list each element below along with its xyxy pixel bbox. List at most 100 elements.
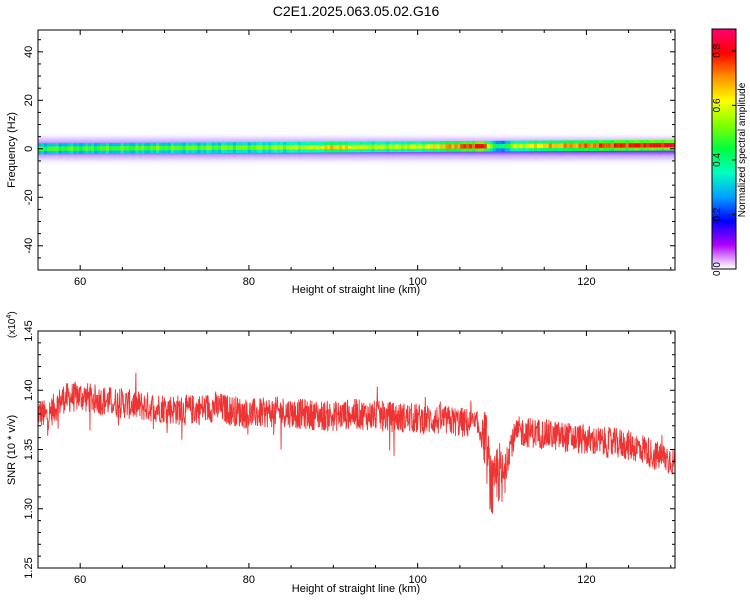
spectrogram-cell [244, 145, 249, 150]
spectrogram-cell [61, 146, 66, 151]
spectrogram-cell [91, 146, 95, 151]
spectrogram-cell [94, 146, 98, 151]
spectrogram-cell [159, 145, 163, 151]
spectrogram-cell [200, 145, 204, 151]
snr-y-ticks: 1.25 1.30 1.35 1.40 1.45 [23, 320, 675, 579]
spectrogram-cell [486, 144, 491, 149]
y-tick-label: 1.45 [23, 320, 35, 341]
spectrogram-cell [480, 144, 485, 149]
spectrogram-cell [283, 145, 287, 150]
spectrogram-cell [129, 146, 133, 151]
spectrogram-cell [132, 146, 136, 151]
spectrogram-cell [277, 145, 281, 150]
spectrogram-cell [537, 143, 541, 149]
spectrogram-cell [102, 146, 107, 151]
spectrogram-cell [652, 143, 656, 148]
spectrogram-cell [383, 144, 387, 149]
spectrogram-cell [286, 145, 290, 150]
spectrogram-cell [395, 144, 399, 149]
spectrogram-cell [138, 146, 142, 151]
spectrogram-cell [79, 146, 83, 151]
spectrogram-cell [528, 143, 532, 149]
colorbar-tick-label: 0.4 [712, 153, 723, 167]
spectrogram-cell [123, 146, 128, 151]
spectrogram-cell [386, 144, 390, 149]
spectrogram-cell [262, 145, 266, 150]
snr-series-line [38, 372, 675, 514]
spectrogram-cell [377, 144, 382, 150]
spectrogram-cell [631, 143, 636, 148]
spectrogram-cell [649, 143, 653, 148]
spectrogram-cell [300, 145, 305, 150]
spectrogram-cell [581, 143, 585, 148]
spectrogram-cell [575, 143, 579, 148]
spectrogram-cell [604, 143, 609, 148]
spectrogram-cell [398, 144, 402, 149]
spectrogram-cell [185, 145, 190, 151]
spectrogram-cell [318, 145, 322, 150]
spectrogram-cell [569, 143, 573, 148]
colorbar-tick-label: 0.8 [712, 43, 723, 57]
spectrogram-cell [554, 143, 559, 149]
spectrogram-cell [477, 144, 482, 149]
spectrogram-cell [643, 143, 647, 148]
spectrogram-cell [176, 145, 181, 151]
snr-x-ticks: 60 80 100 120 [37, 331, 672, 586]
spectrogram-cell [67, 146, 71, 151]
spectrogram-cell [380, 144, 384, 150]
spectrogram-cell [599, 143, 603, 148]
spectrogram-cell [590, 143, 594, 148]
spectrogram-cell [289, 145, 293, 150]
spectrogram-cell [353, 144, 358, 150]
spectrogram-cell [557, 143, 562, 149]
y-tick-label: 1.35 [23, 439, 35, 460]
snr-y-axis-label: SNR (10 * v/v) [6, 415, 18, 485]
spectrogram-frame [37, 29, 676, 271]
spectrogram-cell [105, 146, 110, 151]
spectrogram-cell [510, 143, 514, 149]
spectrogram-cell [97, 146, 101, 151]
y-tick-label: 40 [23, 46, 35, 58]
spectrogram-cell [49, 146, 54, 151]
colorbar-frame [711, 28, 737, 270]
spectrogram-cell [229, 145, 234, 150]
spectrogram-cell [212, 145, 216, 150]
spectrogram-cell [401, 144, 405, 149]
spectrogram-cell [584, 143, 588, 148]
spectrogram-cell [294, 145, 299, 150]
spectrogram-cell [336, 144, 340, 150]
spectrogram-cell [256, 145, 260, 150]
spectrogram-cell [55, 146, 60, 151]
y-tick-label: 1.30 [23, 498, 35, 519]
spectrogram-cell [64, 146, 69, 151]
spectrogram-cell [454, 144, 458, 149]
spectrogram-cell [472, 144, 476, 149]
spectrogram-cell [120, 146, 125, 151]
colorbar: 0.0 0.2 0.4 0.6 0.8 Normalized spectral ampl… [711, 28, 748, 276]
spectrogram-cell [365, 144, 370, 150]
y-tick-label: 1.25 [23, 557, 35, 578]
spectrogram-cell [224, 145, 228, 150]
spectrogram-cell [646, 143, 650, 148]
spectrogram-cell [368, 144, 373, 150]
spectrogram-cell [135, 146, 139, 151]
spectrogram-cell [235, 145, 240, 150]
spectrogram-cell [587, 143, 591, 148]
spectrogram-cell [430, 144, 435, 149]
spectrogram-cell [433, 144, 438, 149]
spectrogram-cell [108, 146, 113, 151]
spectrogram-cell [625, 143, 630, 148]
snr-x-axis-label: Height of straight line (km) [292, 583, 420, 595]
spectrogram-cell [194, 145, 198, 151]
spectrogram-cell [563, 143, 568, 148]
spectrogram-cell [507, 143, 511, 149]
spectrogram-cell [664, 143, 668, 148]
spectrogram-cell [457, 144, 461, 149]
spectrogram-cell [209, 145, 213, 150]
spectrogram-cell [658, 143, 662, 148]
spectrogram-cell [197, 145, 201, 151]
spectrogram-cell [445, 144, 449, 149]
spectrogram-cell [404, 144, 408, 149]
spectrogram-cell [150, 145, 154, 151]
x-tick-label: 80 [243, 574, 255, 586]
